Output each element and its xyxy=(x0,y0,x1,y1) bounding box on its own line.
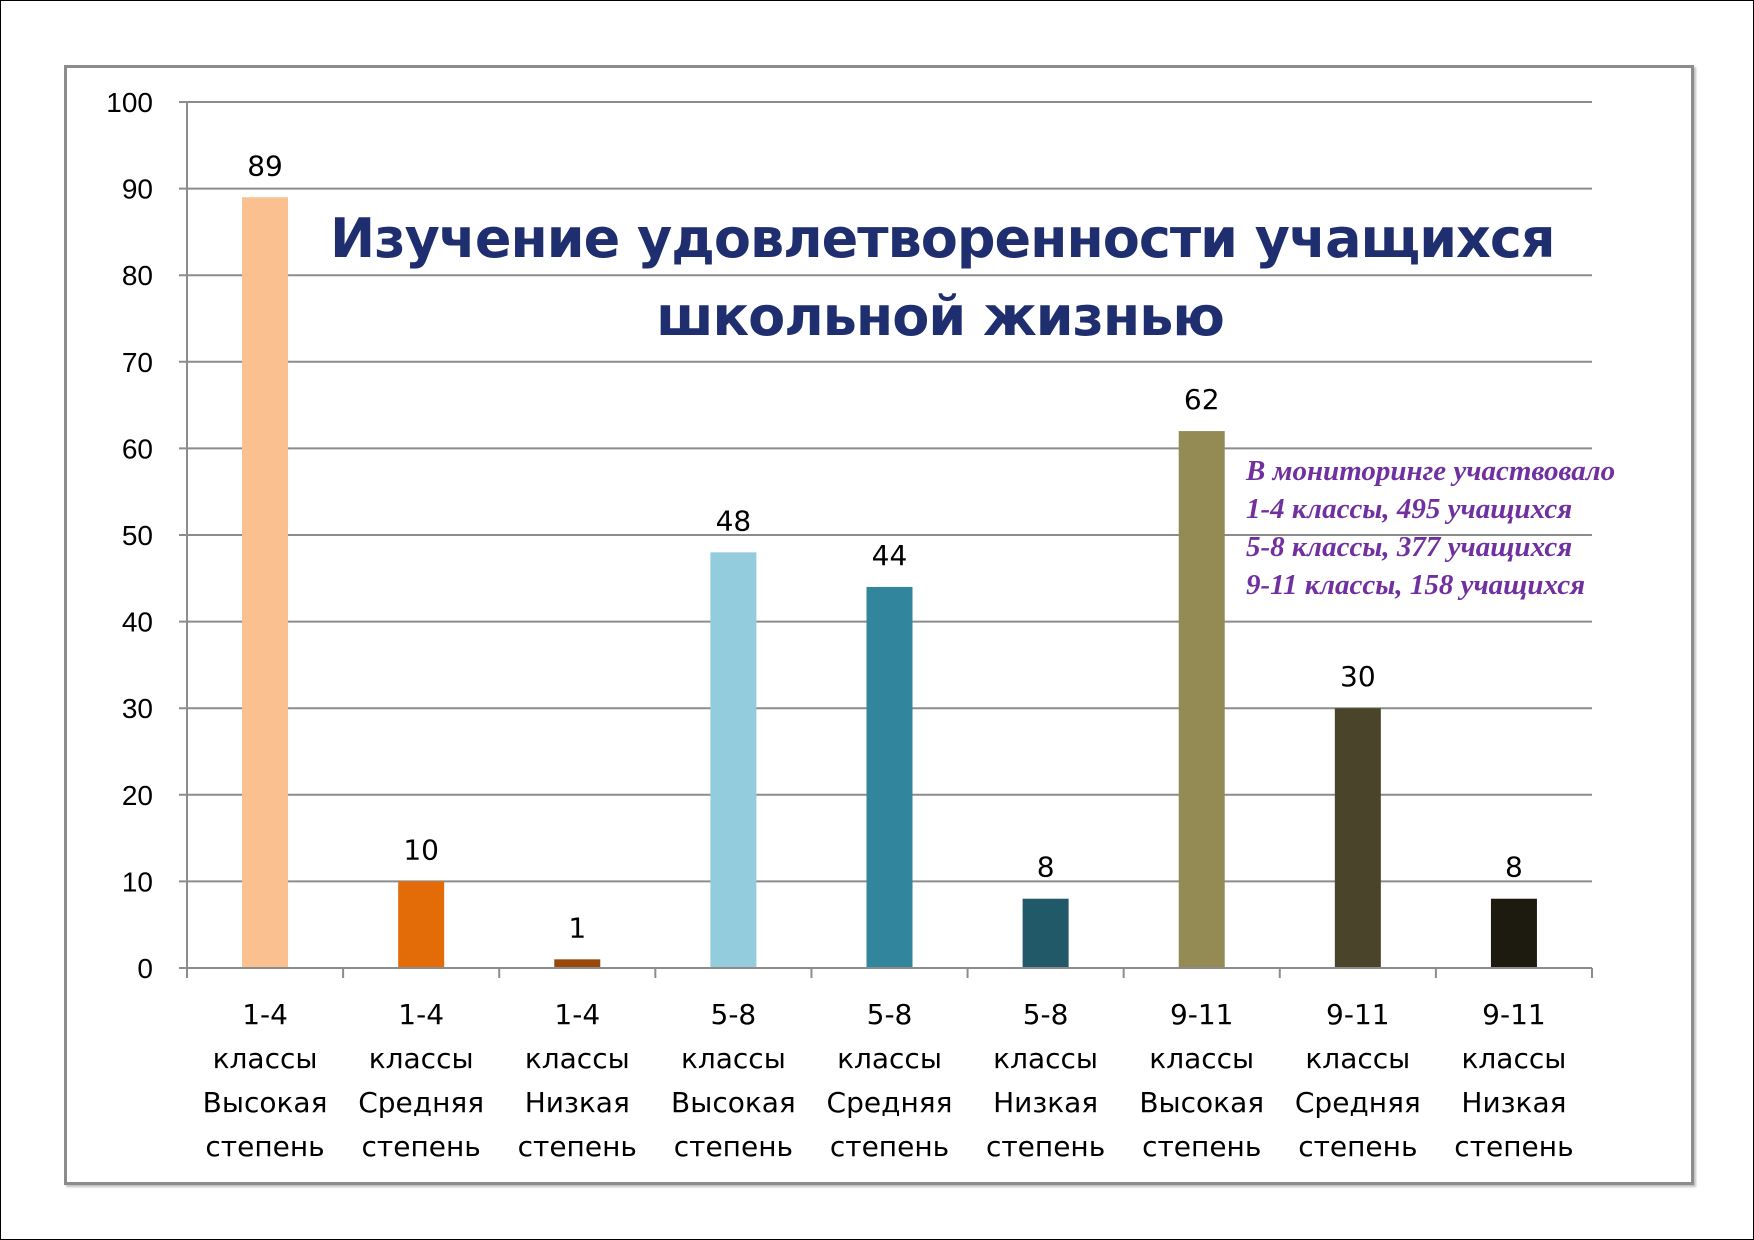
data-label: 48 xyxy=(716,504,752,537)
bars xyxy=(242,197,1537,969)
x-tick-label-line: степень xyxy=(1142,1130,1261,1163)
x-tick-label-line: Низкая xyxy=(525,1086,630,1119)
chart-title: Изучение удовлетворенности учащихся школ… xyxy=(330,200,1556,356)
x-tick-label-line: Низкая xyxy=(1461,1086,1566,1119)
x-tick-label-line: 5-8 xyxy=(867,998,913,1031)
x-tick-label-line: классы xyxy=(369,1042,474,1075)
x-axis-labels: 1-4 классы Высокая степень 1-4 классы Средняя с… xyxy=(203,998,1574,1163)
data-label: 62 xyxy=(1184,383,1220,416)
x-tick-label-line: степень xyxy=(205,1130,324,1163)
x-tick-label-line: степень xyxy=(1298,1130,1417,1163)
y-tick-label: 0 xyxy=(137,953,153,984)
x-tick-label-line: 9-11 xyxy=(1482,998,1546,1031)
data-label: 8 xyxy=(1037,851,1055,884)
x-tick-label-line: классы xyxy=(681,1042,786,1075)
bar xyxy=(242,197,289,968)
x-tick-label-line: Высокая xyxy=(671,1086,796,1119)
y-tick-label: 60 xyxy=(122,433,153,464)
y-tick-label: 80 xyxy=(122,260,153,291)
x-axis xyxy=(186,967,1593,978)
data-labels: 89 10 1 48 44 8 62 30 8 xyxy=(247,149,1523,944)
annotation-line-3: 5-8 классы, 377 учащихся xyxy=(1246,531,1573,563)
x-tick-label-line: классы xyxy=(1149,1042,1254,1075)
x-tick-label-line: классы xyxy=(993,1042,1098,1075)
chart-title-line-1: Изучение удовлетворенности учащихся xyxy=(330,207,1556,270)
x-tick-label-line: Средняя xyxy=(358,1086,484,1119)
data-label: 89 xyxy=(247,149,283,182)
y-tick-label: 100 xyxy=(106,87,153,118)
x-tick-label: 9-11 классы Средняя степень xyxy=(1295,998,1421,1163)
y-tick-label: 90 xyxy=(122,174,153,205)
data-label: 1 xyxy=(568,911,586,944)
x-tick-label: 9-11 классы Низкая степень xyxy=(1454,998,1573,1163)
x-tick-label: 5-8 классы Низкая степень xyxy=(986,998,1105,1163)
x-tick-label-line: классы xyxy=(525,1042,630,1075)
x-tick-label-line: степень xyxy=(1454,1130,1573,1163)
x-tick-label-line: классы xyxy=(1305,1042,1410,1075)
x-tick-label: 1-4 классы Средняя степень xyxy=(358,998,484,1163)
x-tick-label-line: 5-8 xyxy=(1023,998,1069,1031)
y-tick-label: 10 xyxy=(122,866,153,897)
data-label: 8 xyxy=(1505,851,1523,884)
bar xyxy=(1022,898,1069,968)
bar xyxy=(710,552,757,968)
data-label: 30 xyxy=(1340,660,1376,693)
bar xyxy=(398,881,445,968)
x-tick-label-line: 9-11 xyxy=(1326,998,1390,1031)
bar xyxy=(554,959,601,968)
x-tick-label-line: 5-8 xyxy=(711,998,757,1031)
x-tick-label-line: Высокая xyxy=(1139,1086,1264,1119)
chart-title-line-2: школьной жизнью xyxy=(656,285,1225,348)
y-tick-label: 40 xyxy=(122,607,153,638)
x-tick-label-line: степень xyxy=(986,1130,1105,1163)
annotation-line-4: 9-11 классы, 158 учащихся xyxy=(1246,569,1586,601)
data-label: 44 xyxy=(872,539,908,572)
bar xyxy=(1178,431,1225,969)
annotation-line-2: 1-4 классы, 495 учащихся xyxy=(1246,493,1573,525)
x-tick-label: 1-4 классы Высокая степень xyxy=(203,998,328,1163)
annotation-line-1: В мониторинге участвовало xyxy=(1246,455,1616,487)
bar xyxy=(1334,708,1381,968)
x-tick-label-line: Высокая xyxy=(203,1086,328,1119)
x-tick-label: 5-8 классы Средняя степень xyxy=(827,998,953,1163)
y-axis-ticks: 0 10 20 30 40 50 60 70 80 90 100 xyxy=(106,87,153,984)
bar xyxy=(1490,898,1537,968)
y-tick-label: 20 xyxy=(122,780,153,811)
x-tick-label-line: 1-4 xyxy=(398,998,444,1031)
x-tick-label-line: классы xyxy=(837,1042,942,1075)
x-tick-label-line: 1-4 xyxy=(554,998,600,1031)
data-label: 10 xyxy=(403,833,439,866)
x-tick-label-line: 9-11 xyxy=(1170,998,1234,1031)
x-tick-label-line: степень xyxy=(674,1130,793,1163)
x-tick-label-line: Средняя xyxy=(1295,1086,1421,1119)
x-tick-label: 5-8 классы Высокая степень xyxy=(671,998,796,1163)
x-tick-label: 1-4 классы Низкая степень xyxy=(518,998,637,1163)
x-tick-label-line: 1-4 xyxy=(242,998,288,1031)
x-tick-label-line: степень xyxy=(830,1130,949,1163)
y-tick-label: 30 xyxy=(122,693,153,724)
bar xyxy=(866,586,913,968)
x-tick-label-line: Средняя xyxy=(827,1086,953,1119)
y-tick-label: 50 xyxy=(122,520,153,551)
x-tick-label-line: классы xyxy=(1462,1042,1567,1075)
x-tick-label-line: степень xyxy=(518,1130,637,1163)
x-tick-label-line: классы xyxy=(213,1042,318,1075)
chart-frame xyxy=(64,65,1694,1185)
y-tick-label: 70 xyxy=(122,347,153,378)
annotation: В мониторинге участвовало 1-4 классы, 49… xyxy=(1246,452,1706,604)
x-tick-label-line: Низкая xyxy=(993,1086,1098,1119)
x-tick-label: 9-11 классы Высокая степень xyxy=(1139,998,1264,1163)
x-tick-label-line: степень xyxy=(362,1130,481,1163)
